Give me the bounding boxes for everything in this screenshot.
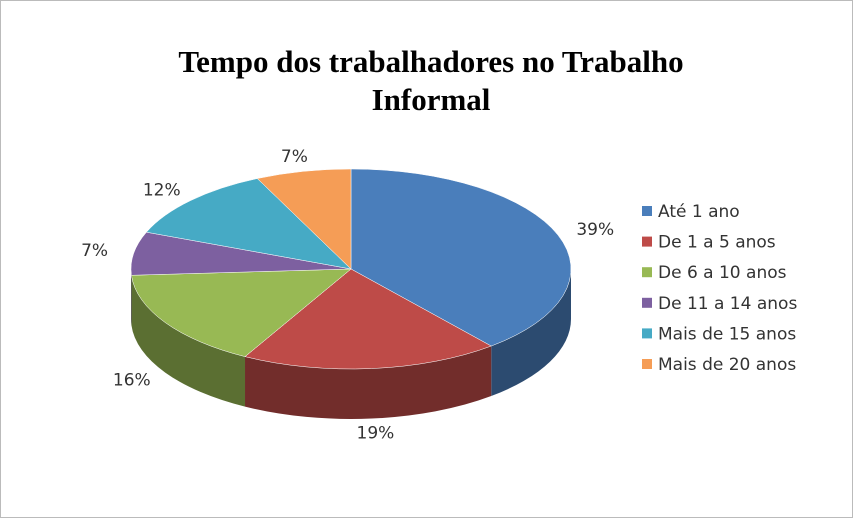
legend-label: Até 1 ano [658, 202, 740, 222]
pie-side [131, 275, 246, 407]
pie-slice [244, 268, 492, 370]
data-label: 7% [281, 147, 308, 167]
data-label: 39% [576, 220, 614, 240]
pie-slice [256, 168, 352, 270]
data-label: 12% [143, 180, 181, 200]
data-label: 19% [357, 423, 395, 443]
legend-swatch [642, 328, 652, 339]
pie-side [245, 346, 492, 419]
legend-label: Mais de 15 anos [658, 324, 796, 344]
chart-title: Tempo dos trabalhadores no Trabalho Info… [178, 44, 684, 117]
legend-label: De 11 a 14 anos [658, 294, 797, 314]
legend-label: De 1 a 5 anos [658, 233, 776, 253]
legend-label: Mais de 20 anos [658, 355, 796, 375]
legend-swatch [642, 236, 652, 247]
legend-swatch [642, 206, 652, 216]
data-label: 7% [81, 241, 108, 261]
data-label: 16% [113, 371, 151, 391]
pie-slice [131, 268, 352, 357]
legend-swatch [642, 297, 652, 308]
pie-side [491, 269, 571, 397]
pie-slice [145, 178, 352, 270]
legend-label: De 6 a 10 anos [658, 263, 787, 283]
legend-swatch [642, 267, 652, 278]
pie-slice [350, 168, 572, 347]
legend-swatch [642, 359, 652, 369]
